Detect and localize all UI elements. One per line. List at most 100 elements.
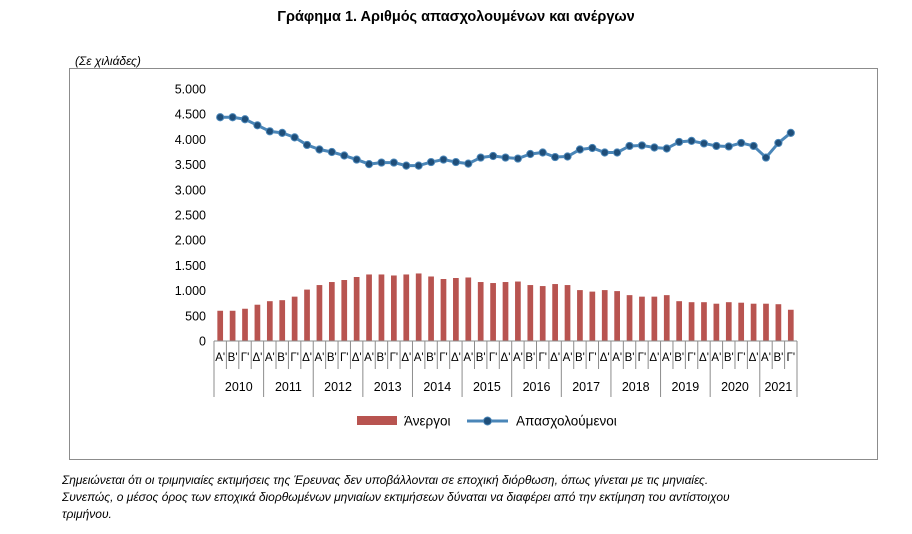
unemployed-bar [787, 309, 794, 341]
legend-employed-label: Απασχολούμενοι [516, 414, 617, 429]
unemployed-bar [502, 282, 509, 341]
quarter-label: Δ' [501, 352, 511, 364]
unemployed-bar [577, 290, 583, 341]
year-label: 2017 [572, 380, 600, 394]
employed-point [625, 141, 634, 151]
unemployed-bar [353, 276, 360, 341]
quarter-label: Β' [575, 352, 585, 364]
employment-chart: 0 500 1.000 1.500 2.000 2.500 3.000 3.500 4.000 4… [175, 83, 798, 429]
employed-point [464, 159, 473, 168]
employed-point [600, 148, 609, 157]
unemployed-bar [279, 300, 286, 341]
unemployed-bar [539, 286, 546, 341]
quarter-label: Α' [314, 352, 324, 364]
unemployed-bar [601, 290, 608, 341]
quarter-label: Δ' [302, 352, 312, 364]
unemployed-bar [750, 303, 757, 341]
unemployed-bar [527, 285, 534, 341]
employed-point [613, 148, 622, 157]
y-tick-label: 2.000 [175, 234, 206, 248]
quarter-label: Γ' [588, 352, 597, 364]
employed-point [513, 154, 523, 163]
employed-point [786, 128, 795, 137]
employed-point [340, 151, 349, 160]
employed-point [575, 145, 585, 154]
unemployed-bar [428, 276, 434, 341]
quarter-label: Γ' [538, 352, 547, 364]
unemployed-bar [614, 291, 620, 341]
unemployed-bar [242, 308, 248, 341]
y-tick-label: 1.000 [175, 284, 206, 298]
unemployed-bar [304, 289, 310, 341]
quarter-label: Δ' [600, 352, 610, 364]
quarter-label: Δ' [352, 352, 362, 364]
footnote: Σημειώνεται ότι οι τριμηνιαίες εκτιμήσει… [62, 472, 852, 523]
y-tick-label: 0 [199, 335, 206, 349]
employed-point [737, 138, 746, 148]
quarter-label: Γ' [737, 352, 746, 364]
employed-point [774, 138, 783, 148]
employed-point [216, 113, 225, 122]
employed-point [476, 153, 485, 162]
unemployed-bar [713, 303, 720, 341]
unemployed-bar [316, 285, 323, 341]
quarter-label: Α' [364, 352, 374, 364]
employed-point [501, 153, 510, 162]
y-tick-label: 2.500 [175, 209, 206, 223]
quarter-label: Β' [525, 352, 535, 364]
employed-point [749, 141, 758, 151]
quarter-label: Δ' [649, 352, 659, 364]
unemployed-bar [254, 304, 261, 341]
unemployed-bar [328, 282, 335, 341]
employed-point [389, 158, 398, 167]
unemployed-bar [266, 301, 273, 341]
y-tick-label: 3.000 [175, 183, 206, 197]
employed-point [439, 155, 448, 164]
unemployed-bar [378, 274, 385, 341]
quarter-label: Α' [662, 352, 672, 364]
unemployed-bar [651, 296, 658, 341]
unemployed-bar [217, 310, 224, 341]
legend-unemployed-label: Άνεργοι [404, 414, 450, 429]
year-label: 2014 [423, 380, 451, 394]
quarter-label: Α' [414, 352, 424, 364]
employed-point [377, 158, 386, 167]
unemployed-bar [676, 301, 683, 341]
employed-point [687, 136, 696, 146]
employed-point [526, 149, 535, 159]
chart-title: Γράφημα 1. Αριθμός απασχολουμένων και αν… [277, 9, 635, 25]
quarter-label: Γ' [390, 352, 399, 364]
quarter-label: Γ' [687, 352, 696, 364]
quarter-label: Β' [625, 352, 635, 364]
unemployed-bar [465, 277, 472, 341]
quarter-label: Β' [327, 352, 337, 364]
unemployed-bar [775, 304, 782, 341]
employed-point [290, 133, 299, 142]
year-label: 2015 [473, 380, 501, 394]
quarter-label: Α' [463, 352, 473, 364]
unemployed-bar [515, 281, 521, 341]
employed-point [253, 121, 262, 130]
footnote-line-2: Συνεπώς, ο μέσος όρος των εποχικά διορθω… [62, 490, 730, 504]
year-label: 2010 [225, 380, 253, 394]
unemployed-bar [552, 284, 558, 341]
unemployed-bar [725, 302, 732, 341]
quarter-label: Δ' [749, 352, 759, 364]
year-label: 2021 [764, 380, 792, 394]
quarter-label: Δ' [451, 352, 461, 364]
employed-point [699, 139, 709, 148]
unemployed-bar [341, 280, 348, 341]
unemployed-bar [477, 282, 484, 341]
unit-label: (Σε χιλιάδες) [75, 54, 141, 68]
quarter-label: Β' [277, 352, 287, 364]
y-tick-label: 3.500 [175, 158, 206, 172]
unemployed-bar [453, 278, 459, 341]
year-label: 2019 [671, 380, 699, 394]
y-tick-label: 4.500 [175, 108, 206, 122]
unemployed-bar [738, 302, 745, 341]
unemployed-bar [639, 296, 645, 341]
employed-point [364, 159, 374, 169]
quarter-label: Δ' [252, 352, 262, 364]
employed-point [724, 142, 733, 151]
employed-point [588, 143, 597, 153]
